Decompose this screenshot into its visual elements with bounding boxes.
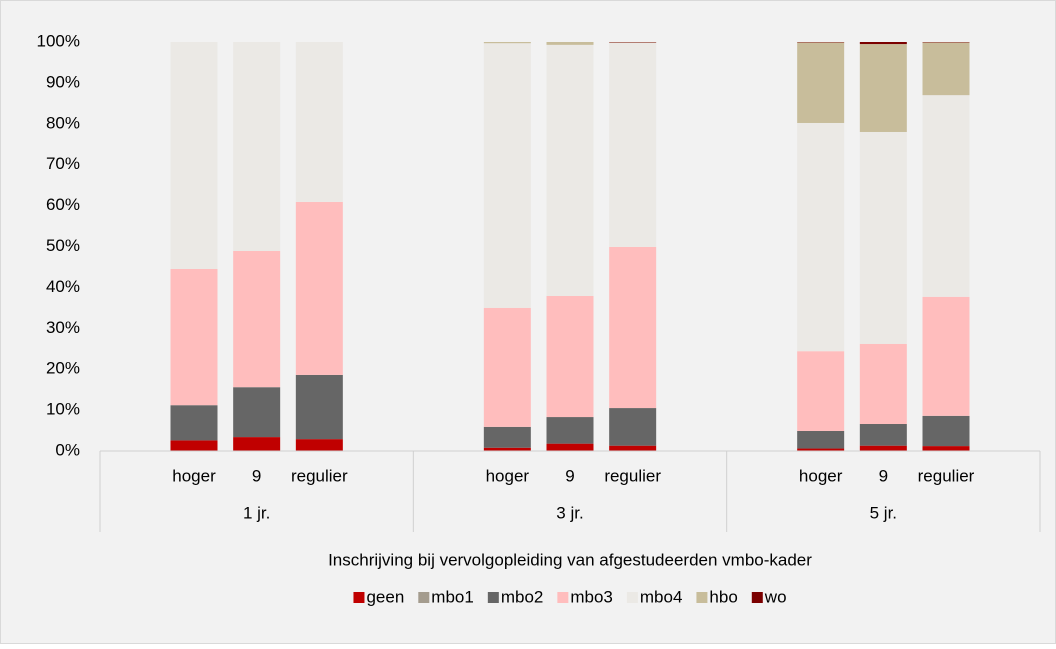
legend-swatch [696, 592, 707, 603]
bar-segment [233, 42, 280, 251]
bar-segment [797, 351, 844, 431]
legend-swatch [752, 592, 763, 603]
bar-segment [609, 408, 656, 446]
y-tick-label: 0% [55, 440, 80, 459]
bar-segment [547, 296, 594, 417]
y-tick-label: 10% [46, 400, 80, 419]
group-label: 5 jr. [870, 503, 897, 522]
bar-segment [233, 437, 280, 451]
bar-segment [860, 132, 907, 344]
legend-label: mbo2 [501, 587, 544, 606]
bar-segment [609, 43, 656, 247]
bar-segment [171, 269, 218, 405]
x-axis-title: Inschrijving bij vervolgopleiding van af… [328, 550, 812, 569]
bar-segment [547, 417, 594, 444]
legend-label: wo [764, 587, 787, 606]
x-tick-label: hoger [172, 466, 216, 485]
bar-segment [923, 416, 970, 446]
y-tick-label: 100% [37, 31, 80, 50]
x-tick-label: hoger [799, 466, 843, 485]
bar-segment [171, 405, 218, 440]
y-tick-label: 80% [46, 113, 80, 132]
bar-segment [609, 446, 656, 451]
bar-segment [547, 444, 594, 451]
legend-swatch [418, 592, 429, 603]
legend-label: mbo3 [570, 587, 613, 606]
bar-segment [860, 424, 907, 446]
y-tick-label: 20% [46, 359, 80, 378]
bar-segment [923, 42, 970, 95]
bar-segment [609, 247, 656, 408]
bar-segment [923, 95, 970, 297]
bar-segment [797, 42, 844, 123]
y-tick-label: 40% [46, 277, 80, 296]
legend-label: hbo [709, 587, 737, 606]
legend-swatch [557, 592, 568, 603]
bar-segment [860, 446, 907, 451]
y-tick-label: 30% [46, 318, 80, 337]
group-label: 3 jr. [556, 503, 583, 522]
legend-swatch [627, 592, 638, 603]
bar-segment [923, 446, 970, 451]
bar-segment [860, 42, 907, 44]
x-tick-label: hoger [486, 466, 530, 485]
bar-segment [923, 297, 970, 416]
bar-segment [484, 427, 531, 448]
bar-segment [797, 123, 844, 351]
bar-segment [484, 43, 531, 308]
bar-segment [547, 42, 594, 45]
y-tick-label: 50% [46, 236, 80, 255]
bar-segment [171, 42, 218, 269]
y-tick-label: 70% [46, 154, 80, 173]
y-tick-label: 90% [46, 72, 80, 91]
bar-segment [484, 42, 531, 43]
legend-label: mbo1 [431, 587, 474, 606]
bar-segment [296, 439, 343, 451]
x-tick-label: 9 [565, 466, 574, 485]
bar-segment [296, 202, 343, 375]
x-tick-label: 9 [252, 466, 261, 485]
legend-label: geen [366, 587, 404, 606]
x-tick-label: regulier [604, 466, 661, 485]
bar-segment [233, 251, 280, 387]
x-tick-label: 9 [879, 466, 888, 485]
bar-segment [233, 387, 280, 437]
bar-segment [860, 344, 907, 424]
y-tick-label: 60% [46, 195, 80, 214]
bar-segment [484, 308, 531, 427]
bar-segment [797, 431, 844, 449]
bar-segment [296, 42, 343, 202]
bar-segment [296, 375, 343, 439]
x-tick-label: regulier [291, 466, 348, 485]
legend-swatch [488, 592, 499, 603]
bar-segment [171, 440, 218, 451]
group-label: 1 jr. [243, 503, 270, 522]
x-tick-label: regulier [918, 466, 975, 485]
legend-swatch [353, 592, 364, 603]
bar-segment [860, 44, 907, 132]
bar-segment [547, 45, 594, 296]
legend-label: mbo4 [640, 587, 683, 606]
